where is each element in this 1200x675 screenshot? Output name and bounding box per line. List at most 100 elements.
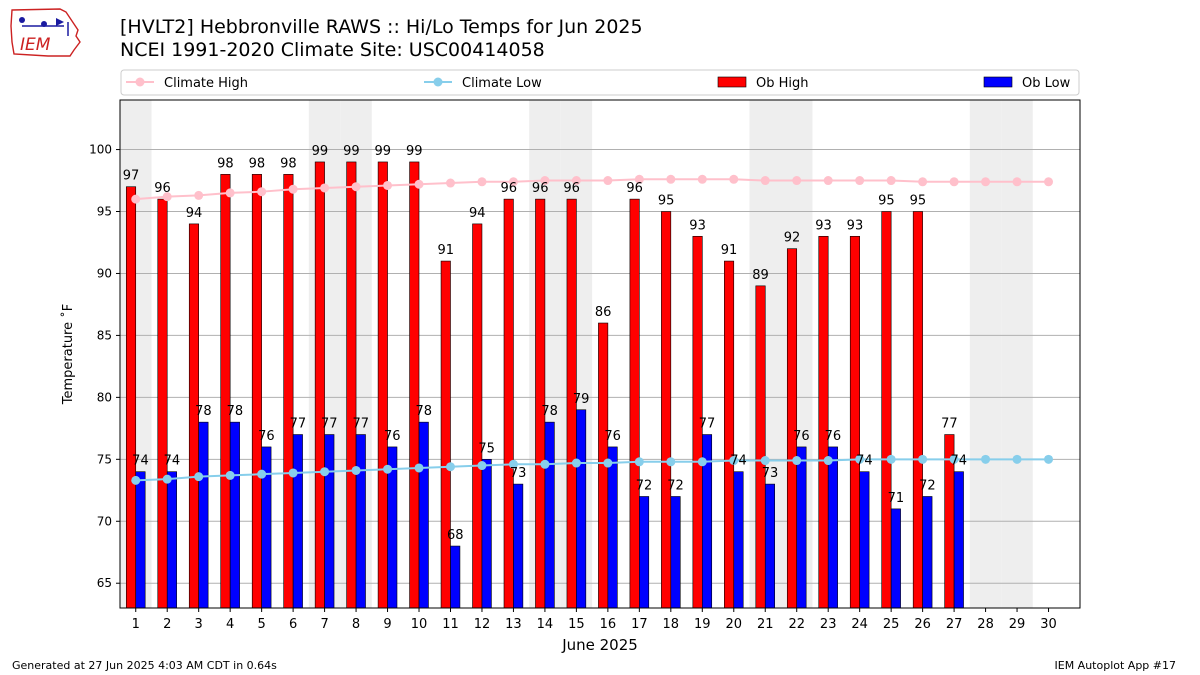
- ob-low-label: 77: [290, 417, 307, 432]
- x-tick-label: 2: [163, 617, 171, 632]
- ob-high-bar: [251, 174, 262, 609]
- ob-low-label: 78: [415, 404, 432, 419]
- ob-high-label: 96: [563, 181, 580, 196]
- ob-high-label: 99: [375, 144, 392, 159]
- ob-low-bar: [733, 471, 744, 609]
- x-tick-label: 6: [289, 617, 297, 632]
- legend: Climate High Climate Low Ob High Ob Low: [120, 69, 1080, 96]
- y-tick-label: 90: [97, 266, 112, 280]
- x-tick-label: 10: [411, 617, 428, 632]
- legend-marker-climate-high: [135, 77, 145, 87]
- x-tick-label: 13: [505, 617, 522, 632]
- y-tick-label: 65: [97, 576, 112, 590]
- y-tick-label: 85: [97, 328, 112, 342]
- ob-low-bar: [922, 496, 933, 609]
- legend-swatch-ob-high: [717, 76, 747, 88]
- ob-high-bar: [629, 198, 640, 609]
- ob-high-label: 96: [500, 181, 517, 196]
- climate-low-point: [886, 454, 896, 464]
- ob-low-label: 76: [825, 429, 842, 444]
- ob-high-bar: [377, 161, 388, 609]
- x-tick-label: 3: [195, 617, 203, 632]
- x-tick-label: 16: [600, 617, 617, 632]
- ob-high-bar: [409, 161, 420, 609]
- x-tick-label: 23: [820, 617, 837, 632]
- x-axis: 1 2 3 4 5 6 7 8 9 10 11 12 13 14 15 16 17 18 19 20 21 22 23 24 2…: [132, 608, 1057, 632]
- ob-low-label: 73: [510, 466, 527, 481]
- climate-high-point: [760, 176, 770, 186]
- ob-low-bar: [576, 409, 587, 609]
- legend-label-ob-high: Ob High: [756, 76, 809, 91]
- climate-low-point: [445, 462, 455, 472]
- ob-high-label: 91: [721, 243, 738, 258]
- ob-low-bar: [953, 471, 964, 609]
- ob-low-label: 68: [447, 528, 464, 543]
- climate-low-point: [194, 472, 204, 482]
- ob-high-bar: [220, 174, 231, 609]
- ob-low-bar: [764, 483, 775, 609]
- climate-low-point: [603, 458, 613, 468]
- climate-high-point: [666, 174, 676, 184]
- ob-high-bar: [724, 260, 735, 609]
- climate-high-point: [540, 176, 550, 186]
- climate-low-point: [225, 470, 235, 480]
- ob-low-bar: [418, 421, 429, 609]
- climate-high-point: [603, 176, 613, 186]
- ob-high-label: 86: [595, 305, 612, 320]
- x-tick-label: 8: [352, 617, 360, 632]
- x-tick-label: 20: [725, 617, 742, 632]
- climate-low-point: [414, 463, 424, 473]
- climate-high-point: [383, 180, 393, 190]
- legend-box: [120, 69, 1080, 96]
- generated-note: Generated at 27 Jun 2025 4:03 AM CDT in …: [12, 659, 277, 672]
- climate-low-point: [288, 468, 298, 478]
- ob-low-bar: [890, 508, 901, 609]
- climate-high-point: [792, 176, 802, 186]
- ob-low-bar: [450, 545, 461, 609]
- climate-lines: [131, 174, 1054, 485]
- chart-subtitle: NCEI 1991-2020 Climate Site: USC00414058: [120, 39, 545, 61]
- ob-high-bar: [849, 235, 860, 609]
- climate-low-point: [855, 454, 865, 464]
- climate-high-point: [1012, 177, 1022, 187]
- ob-low-bar: [481, 459, 492, 609]
- x-tick-label: 21: [757, 617, 774, 632]
- ob-high-bar: [912, 211, 923, 609]
- climate-low-point: [760, 456, 770, 466]
- climate-low-point: [540, 459, 550, 469]
- ob-low-label: 77: [321, 417, 338, 432]
- climate-high-point: [729, 174, 739, 184]
- climate-high-point: [288, 184, 298, 194]
- ob-low-bar: [324, 434, 335, 609]
- ob-high-label: 94: [469, 206, 486, 221]
- ob-high-label: 99: [406, 144, 423, 159]
- climate-high-point: [886, 176, 896, 186]
- climate-high-point: [225, 188, 235, 198]
- climate-high-point: [351, 182, 361, 192]
- climate-high-point: [571, 176, 581, 186]
- x-tick-label: 24: [851, 617, 868, 632]
- climate-high-line: [135, 178, 1049, 201]
- ob-high-label: 95: [658, 194, 675, 209]
- climate-high-point: [855, 176, 865, 186]
- climate-low-point: [320, 467, 330, 477]
- climate-low-point: [918, 454, 928, 464]
- climate-high-point: [634, 174, 644, 184]
- climate-high-point: [257, 187, 267, 197]
- climate-low-point: [477, 461, 487, 471]
- climate-high-point: [508, 177, 518, 187]
- ob-low-label: 74: [730, 454, 747, 469]
- climate-low-point: [729, 456, 739, 466]
- ob-high-bar: [346, 161, 357, 609]
- x-tick-label: 26: [914, 617, 931, 632]
- ob-high-bar: [503, 198, 514, 609]
- ob-high-label: 77: [941, 417, 958, 432]
- ob-low-label: 76: [604, 429, 621, 444]
- ob-high-bar: [818, 235, 829, 609]
- x-tick-label: 7: [320, 617, 328, 632]
- ob-low-bar: [670, 496, 681, 609]
- x-axis-label: June 2025: [561, 636, 638, 654]
- ob-low-label: 72: [667, 478, 684, 493]
- x-tick-label: 29: [1009, 617, 1026, 632]
